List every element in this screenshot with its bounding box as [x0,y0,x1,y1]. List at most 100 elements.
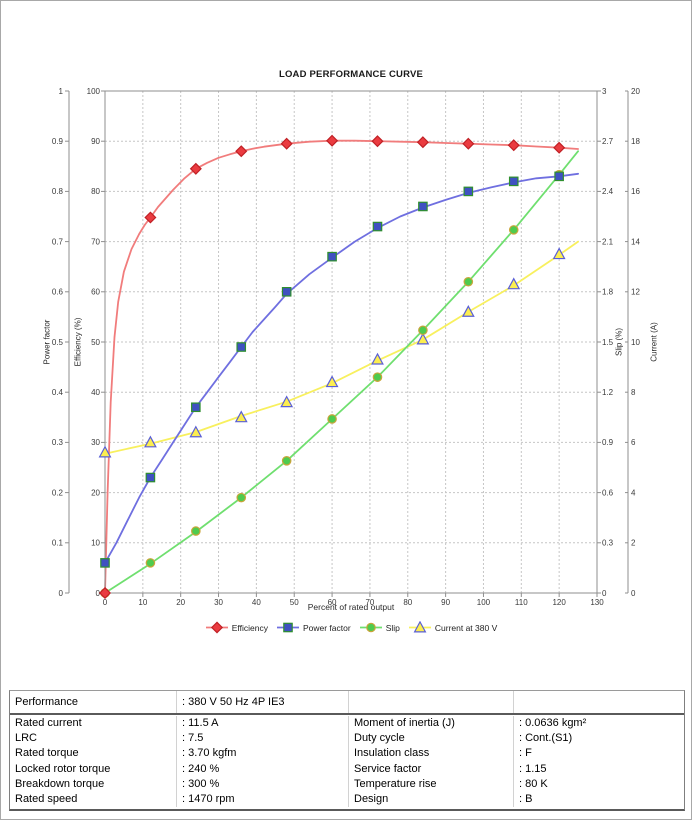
svg-text:12: 12 [631,288,640,297]
spec-label: Service factor [348,761,513,777]
svg-text:0.6: 0.6 [602,488,614,497]
svg-text:120: 120 [552,598,566,607]
legend-label: Efficiency [231,622,268,633]
spec-value: : 7.5 [176,731,348,747]
svg-text:70: 70 [365,598,374,607]
spec-label: Rated current [15,717,82,729]
empty-cell [348,691,513,713]
svg-text:100: 100 [477,598,491,607]
table-row: Rated current : 11.5 A Moment of inertia (… [10,716,684,732]
svg-text:100: 100 [87,87,101,96]
spec-label: Locked rotor torque [15,762,111,775]
svg-text:0.6: 0.6 [52,288,64,297]
efficiency-axis-title: Efficiency (%) [73,317,83,367]
chart-title: LOAD PERFORMANCE CURVE [278,69,424,80]
svg-text:0: 0 [602,589,607,598]
svg-text:18: 18 [631,137,640,146]
svg-text:40: 40 [91,388,100,397]
spec-value: : 3.70 kgfm [176,746,348,762]
power-factor-line [104,172,579,564]
spec-label: Design [348,791,513,808]
svg-text:2: 2 [631,539,636,548]
spec-value: : 240 % [176,761,348,777]
svg-text:0: 0 [96,589,101,598]
svg-text:0.7: 0.7 [52,237,64,246]
svg-text:1: 1 [59,87,64,96]
power-factor-axis-title: Power factor [42,319,52,365]
svg-text:40: 40 [252,598,261,607]
svg-text:3: 3 [602,87,607,96]
svg-text:20: 20 [631,87,640,96]
triangle-marker-icon [408,621,431,633]
spec-label: Duty cycle [348,731,513,747]
svg-text:0.4: 0.4 [52,388,64,397]
spec-label: Breakdown torque [15,777,105,790]
svg-text:0.5: 0.5 [52,338,64,347]
svg-text:2.4: 2.4 [602,187,614,196]
empty-cell [513,691,684,713]
current-axis-title: Current (A) [649,322,659,362]
svg-text:130: 130 [590,598,604,607]
axes: 00.10.20.30.40.50.60.70.80.9101020304050… [52,87,641,607]
legend-item-current-at-380-v: Current at 380 V [408,621,497,634]
spec-label: Moment of inertia (J) [348,716,513,732]
spec-value: : 1.15 [513,761,684,777]
table-row: Breakdown torque: 300 % Temperature rise:… [10,776,684,792]
spec-label: Rated speed [15,792,78,805]
table-row: Locked rotor torque : 240 % Service factor… [10,761,684,777]
slip-line [104,150,579,594]
table-row: Rated torque: 3.70 kgfm Insulation class:… [10,746,684,762]
chart-legend: Efficiency Power factor Slip Current at 380… [1,621,691,634]
efficiency-markers [98,134,566,600]
svg-text:2.7: 2.7 [602,137,614,146]
svg-text:60: 60 [328,598,337,607]
svg-text:30: 30 [214,598,223,607]
power-factor-markers [100,171,564,568]
current-at-380-v-line [104,240,579,455]
performance-value: : 380 V 50 Hz 4P IE3 [176,691,348,713]
legend-label: Current at 380 V [434,622,498,633]
spec-label: Temperature rise [348,776,513,792]
svg-text:0.9: 0.9 [602,438,614,447]
spec-value: : 11.5 A [176,716,348,732]
svg-text:0: 0 [103,598,108,607]
svg-text:10: 10 [91,539,100,548]
legend-item-efficiency: Efficiency [205,621,268,634]
svg-text:30: 30 [91,438,100,447]
performance-label: Performance [15,696,78,708]
gridlines [104,90,598,594]
spec-value: : 80 K [513,776,684,792]
performance-table: Performance : 380 V 50 Hz 4P IE3 Rated c… [9,690,685,812]
svg-text:0.9: 0.9 [52,137,64,146]
spec-value: : Cont.(S1) [513,731,684,747]
svg-text:0: 0 [59,589,64,598]
svg-text:1.8: 1.8 [602,288,614,297]
svg-text:0.1: 0.1 [52,539,64,548]
svg-text:1.2: 1.2 [602,388,614,397]
svg-text:110: 110 [515,598,528,607]
spec-label: Rated torque [15,747,79,760]
efficiency-line [104,139,579,594]
svg-text:0.3: 0.3 [52,438,64,447]
svg-text:90: 90 [441,598,450,607]
legend-label: Slip [385,622,400,633]
current-at-380-v-markers [98,247,566,458]
performance-header-row: Performance : 380 V 50 Hz 4P IE3 [10,691,684,715]
slip-axis-title: Slip (%) [614,327,624,357]
svg-text:8: 8 [631,388,636,397]
table-row: Rated speed: 1470 rpm Design: B [10,791,684,808]
legend-item-power-factor: Power factor [276,621,351,634]
svg-text:0.2: 0.2 [52,488,64,497]
svg-text:2.1: 2.1 [602,237,614,246]
svg-text:1.5: 1.5 [602,338,614,347]
svg-text:60: 60 [91,288,100,297]
circle-marker-icon [359,622,382,633]
svg-text:90: 90 [91,137,100,146]
svg-text:70: 70 [91,237,100,246]
svg-text:0.8: 0.8 [52,187,64,196]
spec-value: : 1470 rpm [176,791,348,808]
svg-text:80: 80 [403,598,412,607]
svg-text:16: 16 [631,187,640,196]
legend-item-slip: Slip [359,621,400,634]
